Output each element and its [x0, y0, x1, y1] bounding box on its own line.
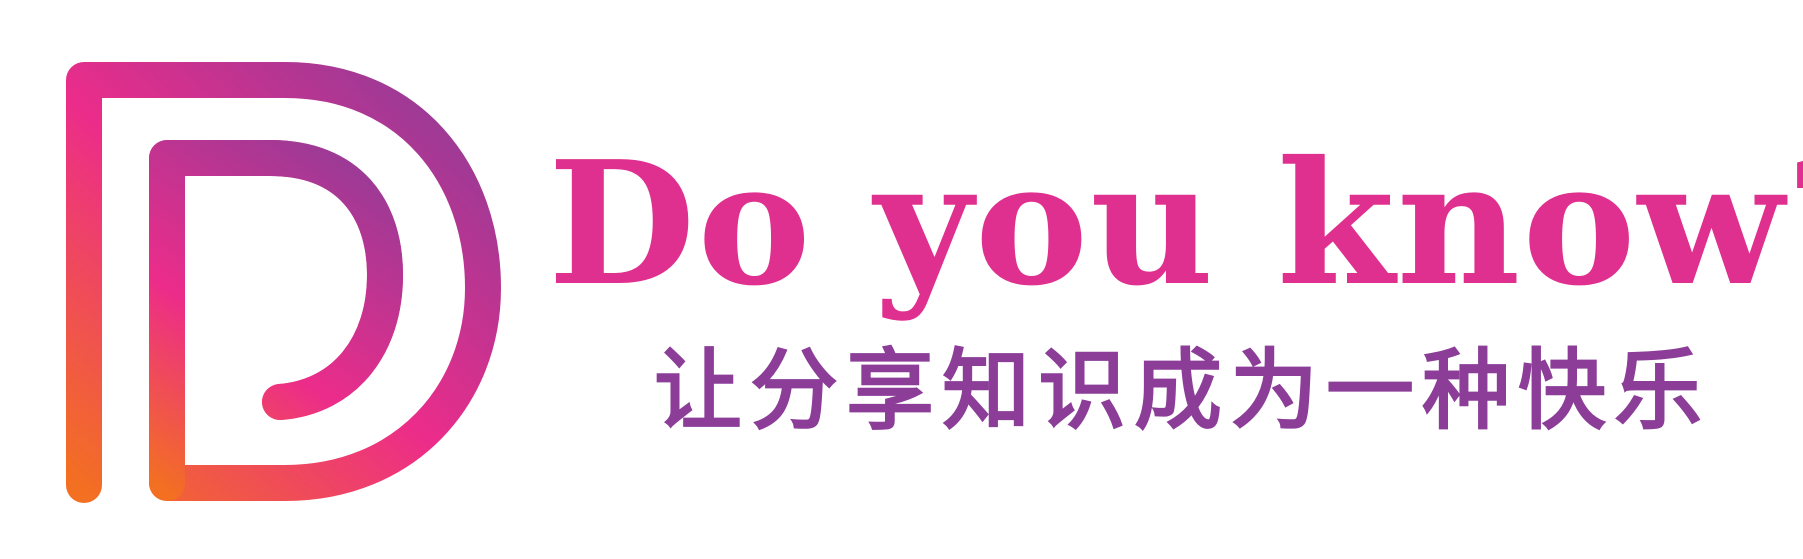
logo-inner-stroke: [149, 140, 403, 501]
d-monogram-logo-icon: [0, 0, 560, 554]
brand-tagline: Do you know?: [548, 124, 1803, 324]
brand-slogan: 让分享知识成为一种快乐: [654, 339, 1711, 442]
